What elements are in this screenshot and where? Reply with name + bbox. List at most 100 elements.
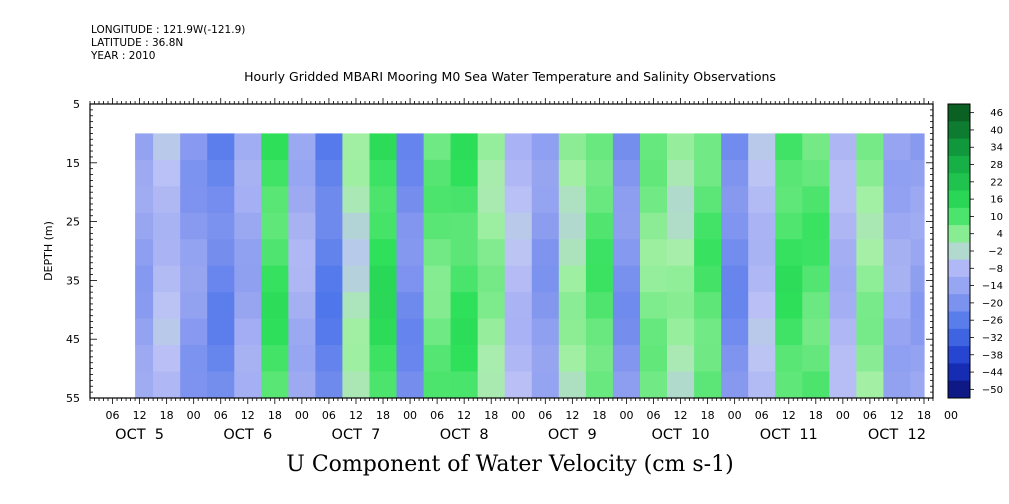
heatmap-cell [829,159,857,187]
heatmap-cell [180,239,208,267]
heatmap-cell [748,265,776,293]
heatmap-cell [802,212,830,240]
heatmap-cell [288,239,316,267]
heatmap-cell [802,133,830,161]
heatmap-cell [504,345,533,373]
heatmap-cell [423,371,452,398]
heatmap-cell [910,371,925,398]
heatmap-cell [612,292,641,320]
heatmap-cell [369,159,398,187]
heatmap-cell [315,186,343,214]
heatmap-cell [450,371,479,398]
axes: 06 12 18 00 06 12 18 00 06 12 18 00 06 12 18 00 06 12 18 00… [66,98,958,443]
heatmap-cell [829,318,857,346]
day-label: OCT 11 [760,427,818,443]
colorbar-label: 22 [990,177,1003,188]
heatmap-cell [748,292,776,320]
heatmap-field [135,133,925,398]
heatmap-cell [829,186,857,214]
heatmap-cell [261,239,289,267]
heatmap-cell [315,159,343,187]
heatmap-cell [180,265,208,293]
heatmap-cell [288,133,316,161]
heatmap-cell [207,133,235,161]
day-label: OCT 6 [223,427,272,443]
heatmap-cell [667,371,695,398]
x-tick-label: 18 [592,409,606,422]
heatmap-cell [748,318,776,346]
heatmap-cell [261,186,289,214]
heatmap-cell [910,159,925,187]
heatmap-cell [694,265,722,293]
heatmap-cell [423,239,452,267]
heatmap-cell [585,212,614,240]
heatmap-cell [153,186,181,214]
heatmap-cell [396,371,425,398]
heatmap-cell [261,345,289,373]
heatmap-cell [721,212,749,240]
heatmap-cell [342,159,370,187]
heatmap-cell [450,212,479,240]
heatmap-cell [748,345,776,373]
heatmap-cell [504,212,533,240]
heatmap-cell [135,159,154,187]
heatmap-cell [261,292,289,320]
colorbar-swatch [948,380,970,399]
heatmap-cell [910,186,925,214]
heatmap-cell [531,292,560,320]
x-tick-label: 00 [295,409,309,422]
x-tick-label: 12 [349,409,363,422]
heatmap-cell [910,345,925,373]
heatmap-cell [342,133,370,161]
x-tick-label: 12 [782,409,796,422]
colorbar-swatch [948,121,970,140]
day-label: OCT 9 [548,427,597,443]
colorbar-swatch [948,311,970,330]
heatmap-cell [585,345,614,373]
heatmap-cell [640,292,668,320]
heatmap-cell [477,133,506,161]
heatmap-cell [558,212,587,240]
heatmap-cell [667,318,695,346]
colorbar-swatch [948,294,970,312]
x-tick-label: 00 [836,409,850,422]
heatmap-cell [585,239,614,267]
x-tick-label: 00 [511,409,525,422]
x-tick-label: 06 [863,409,877,422]
x-tick-label: 12 [674,409,688,422]
heatmap-cell [369,212,398,240]
colorbar-swatch [948,190,970,209]
heatmap-cell [288,371,316,398]
heatmap-cell [802,345,830,373]
heatmap-cell [829,371,857,398]
heatmap-cell [396,159,425,187]
heatmap-cell [477,212,506,240]
heatmap-cell [153,239,181,267]
latitude-label: LATITUDE : 36.8N [91,37,184,49]
heatmap-cell [261,159,289,187]
heatmap-cell [640,239,668,267]
heatmap-cell [135,239,154,267]
heatmap-cell [585,371,614,398]
heatmap-cell [910,133,925,161]
heatmap-cell [910,318,925,346]
heatmap-cell [910,239,925,267]
heatmap-cell [153,318,181,346]
colorbar-frame [947,103,971,399]
colorbar-swatch [948,104,970,122]
heatmap-cell [856,318,884,346]
heatmap-cell [748,371,776,398]
heatmap-cell [531,345,560,373]
colorbar: 46 40 34 28 22 16 10 4 −2 −8 −14 −20 −26 −32 −38 −44 −50 [947,103,1003,399]
heatmap-cell [315,292,343,320]
heatmap-cell [694,345,722,373]
heatmap-cell [775,345,803,373]
heatmap-cell [207,318,235,346]
heatmap-cell [369,292,398,320]
heatmap-cell [234,239,262,267]
colorbar-swatch [948,259,970,278]
heatmap-cell [667,159,695,187]
colorbar-swatch [948,276,970,295]
heatmap-cell [612,212,641,240]
heatmap-cell [396,239,425,267]
